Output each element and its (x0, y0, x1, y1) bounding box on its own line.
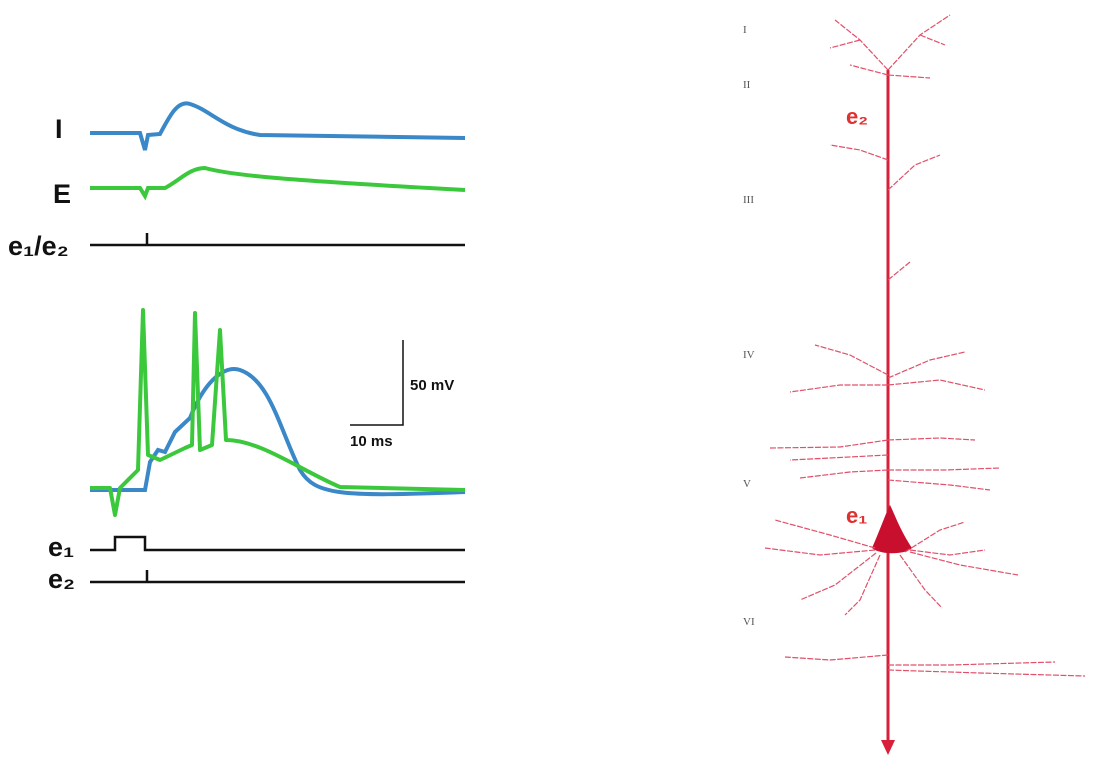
scale-bar (350, 340, 403, 425)
trace-i (90, 103, 465, 150)
site-label: e₁ (846, 503, 867, 528)
scale-label: 50 mV (410, 377, 454, 394)
layer-label: V (743, 478, 751, 490)
layer-label: I (743, 24, 747, 36)
stim-label: e₂ (48, 564, 75, 594)
stim-line (90, 570, 465, 582)
stim-label: e₁/e₂ (8, 231, 69, 261)
scale-label: 10 ms (350, 433, 393, 450)
figure: I E e₁/e₂ 50 mV 10 ms e₁ e₂ IIIIIIIVVVI … (0, 0, 1093, 758)
layer-label: IV (743, 349, 755, 361)
layer-label: III (743, 194, 754, 206)
layer-label: II (743, 79, 751, 91)
trace-e (90, 168, 465, 196)
trace-label: E (53, 179, 71, 209)
layer-label: VI (743, 616, 755, 628)
neuron (765, 15, 1085, 755)
stim-label: e₁ (48, 532, 74, 562)
stim-line (90, 537, 465, 550)
stim-line (90, 233, 465, 245)
site-label: e₂ (846, 104, 868, 129)
trace-label: I (55, 114, 63, 144)
